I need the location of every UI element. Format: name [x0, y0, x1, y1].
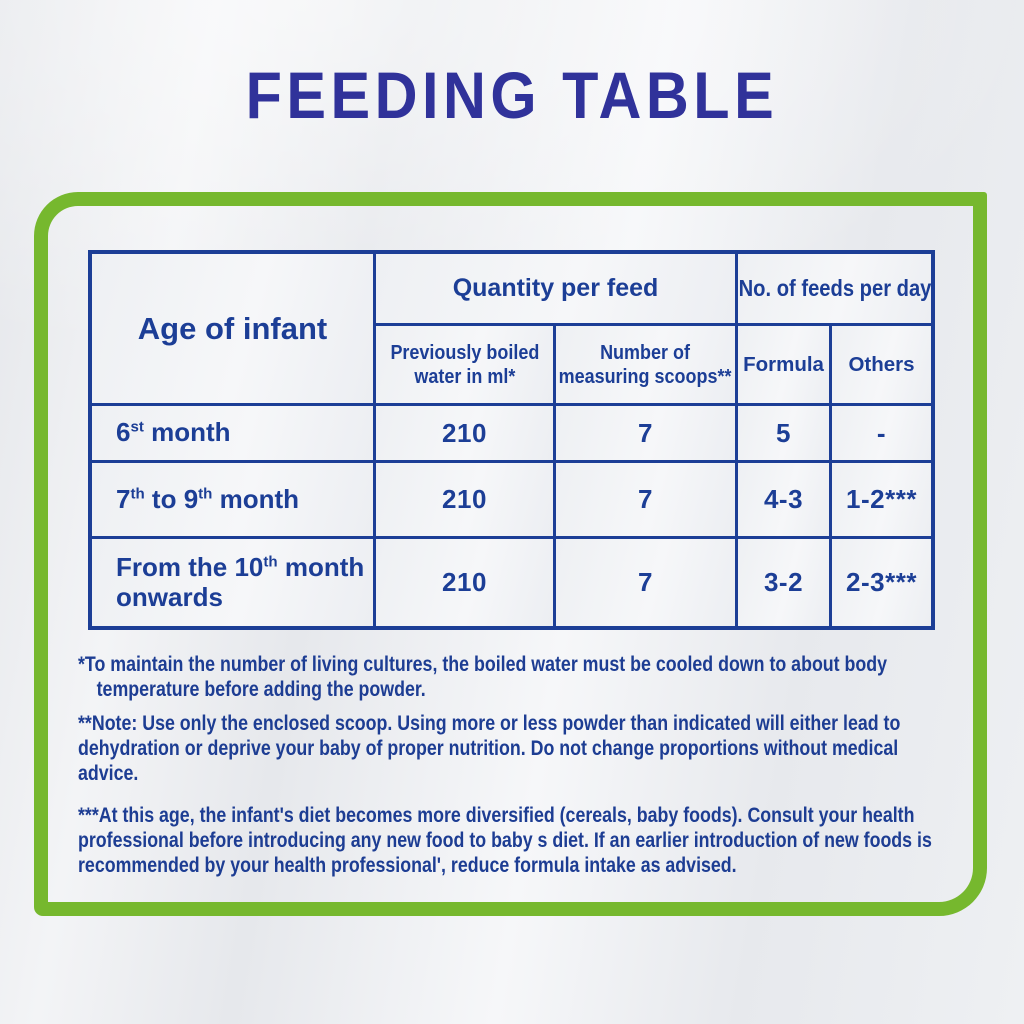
- footnote-scoop-note: **Note: Use only the enclosed scoop. Usi…: [78, 712, 901, 785]
- header-quantity-per-feed: Quantity per feed: [376, 254, 735, 323]
- age-cell-row-3: From the 10th month onwards: [92, 539, 373, 626]
- others-cell-row-1: -: [832, 406, 931, 460]
- age-cell-row-2: 7th to 9th month: [92, 463, 373, 536]
- header-boiled-water-text: Previously boiled water in ml*: [390, 340, 539, 388]
- header-formula: Formula: [738, 326, 829, 403]
- others-cell-row-3: 2-3***: [832, 539, 931, 626]
- footnote-diversified-diet: ***At this age, the infant's diet become…: [78, 804, 932, 877]
- formula-cell-row-2: 4-3: [738, 463, 829, 536]
- header-boiled-water: Previously boiled water in ml*: [376, 326, 553, 403]
- water-cell-row-2: 210: [376, 463, 553, 536]
- header-age-of-infant: Age of infant: [92, 254, 373, 403]
- footnote-water-temperature: *To maintain the number of living cultur…: [78, 653, 888, 701]
- page-title: FEEDING TABLE: [0, 62, 1024, 128]
- formula-cell-row-3: 3-2: [738, 539, 829, 626]
- scoops-cell-row-2: 7: [556, 463, 735, 536]
- header-measuring-scoops: Number of measuring scoops**: [556, 326, 735, 403]
- scoops-cell-row-1: 7: [556, 406, 735, 460]
- header-feeds-per-day-text: No. of feeds per day: [738, 275, 931, 301]
- others-cell-row-2: 1-2***: [832, 463, 931, 536]
- header-measuring-scoops-text: Number of measuring scoops**: [559, 340, 732, 388]
- feeding-panel: Age of infant Quantity per feed No. of f…: [34, 192, 987, 916]
- header-others: Others: [832, 326, 931, 403]
- age-text-row-3: From the 10th month onwards: [116, 552, 365, 612]
- page-title-text: FEEDING TABLE: [245, 58, 779, 132]
- age-text-row-2: 7th to 9th month: [116, 483, 300, 514]
- age-cell-row-1: 6st month: [92, 406, 373, 460]
- water-cell-row-1: 210: [376, 406, 553, 460]
- formula-cell-row-1: 5: [738, 406, 829, 460]
- header-feeds-per-day: No. of feeds per day: [738, 254, 931, 323]
- feeding-table: Age of infant Quantity per feed No. of f…: [88, 250, 935, 630]
- footnotes-section: *To maintain the number of living cultur…: [78, 652, 936, 878]
- age-text-row-1: 6st month: [116, 417, 231, 448]
- water-cell-row-3: 210: [376, 539, 553, 626]
- scoops-cell-row-3: 7: [556, 539, 735, 626]
